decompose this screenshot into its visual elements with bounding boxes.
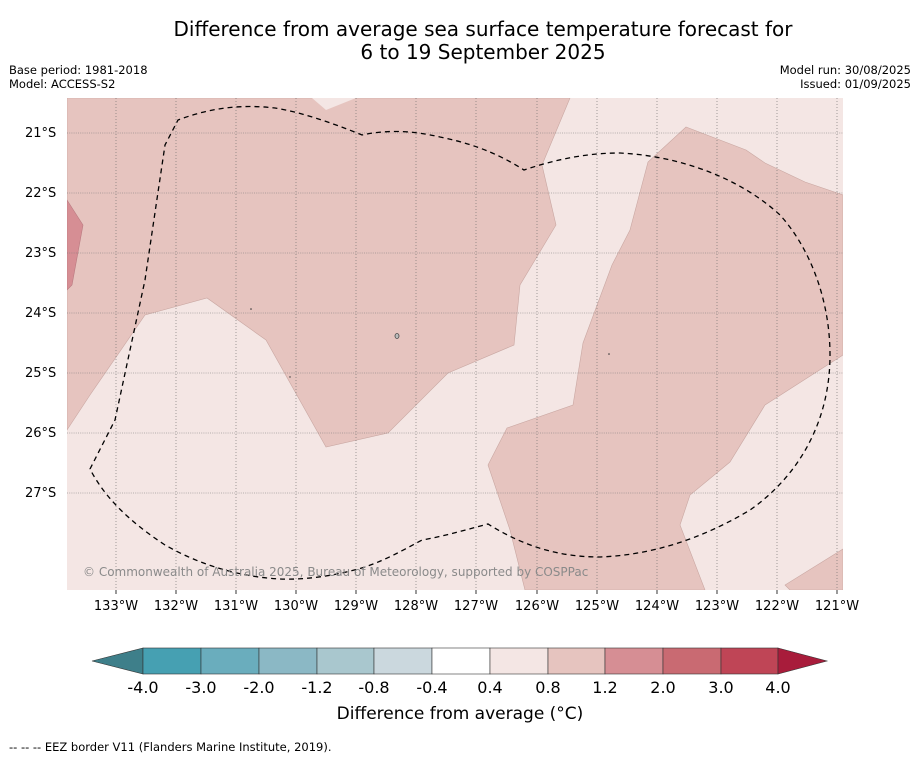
map-title: Difference from average sea surface temp… [0, 18, 919, 64]
lon-label: 130°W [273, 599, 319, 614]
colorbar-low-extension [91, 647, 144, 675]
title-line-2: 6 to 19 September 2025 [360, 40, 606, 64]
lat-label: 21°S [25, 126, 57, 141]
colorbar-bin [662, 647, 722, 675]
eez-border [89, 105, 831, 580]
lat-label: 26°S [25, 426, 57, 441]
colorbar [91, 647, 829, 675]
copyright-notice: © Commonwealth of Australia 2025, Bureau… [83, 565, 589, 579]
colorbar-tick-label: -3.0 [185, 678, 217, 697]
model-text: Model: ACCESS-S2 [9, 77, 116, 91]
lon-label: 129°W [333, 599, 379, 614]
colorbar-tick-label: -1.2 [301, 678, 333, 697]
issued-text: Issued: 01/09/2025 [800, 77, 911, 91]
lon-label: 122°W [754, 599, 800, 614]
colorbar-tick-label: -0.4 [416, 678, 448, 697]
colorbar-tick-label: -0.8 [358, 678, 390, 697]
colorbar-tick-label: 1.2 [592, 678, 618, 697]
lon-label: 127°W [453, 599, 499, 614]
colorbar-bin [258, 647, 318, 675]
meta-right: Model run: 30/08/2025 Issued: 01/09/2025 [780, 63, 911, 91]
longitude-gridlines [115, 98, 838, 590]
island-marker [394, 333, 400, 339]
colorbar-tick-label: 0.8 [535, 678, 561, 697]
anomaly-region-northwest [67, 98, 571, 448]
island-marker [289, 376, 291, 378]
colorbar-tick-label: 0.4 [477, 678, 503, 697]
model-run-text: Model run: 30/08/2025 [779, 63, 911, 77]
anomaly-region-warm-west [67, 199, 84, 291]
meta-left: Base period: 1981-2018 Model: ACCESS-S2 [9, 63, 148, 91]
map-area [67, 98, 843, 590]
colorbar-bin [489, 647, 549, 675]
colorbar-tick-label: 4.0 [765, 678, 791, 697]
lon-label: 121°W [814, 599, 860, 614]
anomaly-region-east [487, 126, 843, 590]
colorbar-tick-label: -4.0 [127, 678, 159, 697]
eez-legend-footer: -- -- -- EEZ border V11 (Flanders Marine… [9, 740, 332, 754]
lat-label: 24°S [25, 306, 57, 321]
lon-label: 133°W [93, 599, 139, 614]
colorbar-bin [547, 647, 606, 675]
lon-label: 124°W [634, 599, 680, 614]
lon-label: 126°W [514, 599, 560, 614]
lon-label: 128°W [393, 599, 439, 614]
title-line-1: Difference from average sea surface temp… [173, 17, 793, 41]
latitude-gridlines [67, 132, 843, 494]
colorbar-tick-label: 2.0 [650, 678, 676, 697]
lon-label: 123°W [694, 599, 740, 614]
colorbar-bin [431, 647, 491, 675]
colorbar-tick-label: -2.0 [243, 678, 275, 697]
lon-label: 131°W [213, 599, 259, 614]
anomaly-region-southeast [784, 548, 843, 590]
colorbar-high-extension [777, 647, 829, 675]
colorbar-bin [142, 647, 202, 675]
colorbar-tick-label: 3.0 [708, 678, 734, 697]
lat-label: 22°S [25, 186, 57, 201]
anomaly-region-inlet [312, 98, 356, 110]
colorbar-title: Difference from average (°C) [336, 704, 584, 724]
longitude-ticks [115, 590, 838, 594]
lat-label: 27°S [25, 486, 57, 501]
lat-label: 23°S [25, 246, 57, 261]
lat-label: 25°S [25, 366, 57, 381]
colorbar-bin [604, 647, 664, 675]
colorbar-bin [316, 647, 375, 675]
lon-label: 132°W [153, 599, 199, 614]
island-marker [250, 308, 252, 310]
base-period-text: Base period: 1981-2018 [9, 63, 148, 77]
colorbar-bin [200, 647, 260, 675]
colorbar-bin [373, 647, 433, 675]
island-marker [608, 353, 610, 355]
colorbar-bin [720, 647, 779, 675]
lon-label: 125°W [574, 599, 620, 614]
